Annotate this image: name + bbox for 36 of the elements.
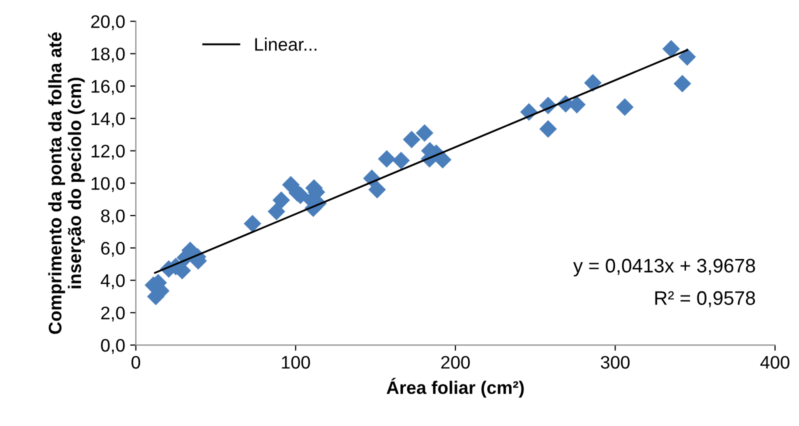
point [244,214,262,232]
point [434,150,452,168]
point [616,98,634,116]
y-tick-label: 18,0 [92,48,125,63]
legend-label: Linear... [255,38,316,51]
point [272,191,290,209]
point [378,150,396,168]
x-tick-label: 400 [760,356,790,369]
x-axis-title: Área foliar (cm²) [386,378,524,398]
point [584,74,602,92]
point [268,202,286,220]
point [402,130,420,148]
x-tick-label: 200 [441,356,470,369]
point [392,152,410,170]
y-axis-title: Comprimento da ponta da folha até inserção do pecíolo (cm) [48,32,85,334]
annotation: y = 0,0413x + 3,9678 [573,258,756,276]
y-tick-label: 2,0 [101,306,125,322]
point [416,124,434,142]
y-tick-label: 12,0 [92,144,125,160]
y-tick-label: 0,0 [101,338,125,354]
x-tick-label: 300 [600,356,630,369]
y-tick-label: 10,0 [92,177,125,192]
y-tick-label: 14,0 [92,112,125,128]
y-tick-label: 8,0 [101,209,125,224]
point [539,120,557,138]
point [674,74,692,92]
y-tick-label: 6,0 [101,242,125,257]
y-tick-label: 20,0 [91,15,125,30]
y-tick-label: 4,0 [100,274,125,290]
annotation: R² = 0,9578 [655,291,756,308]
point [662,40,680,58]
x-tick-label: 0 [132,356,140,369]
x-tick-label: 100 [282,356,310,369]
y-tick-label: 16,0 [92,80,125,95]
point [678,48,696,66]
point [368,180,386,198]
